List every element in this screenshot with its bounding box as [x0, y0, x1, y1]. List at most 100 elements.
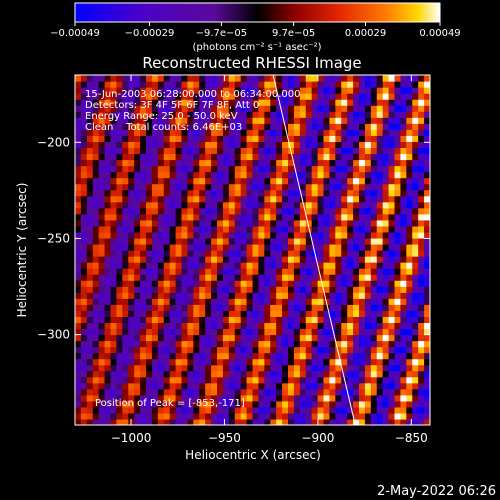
heatmap-cell — [406, 298, 413, 305]
heatmap-cell — [299, 370, 307, 378]
heatmap-cell — [305, 147, 313, 155]
heatmap-cell — [246, 376, 254, 384]
heatmap-cell — [288, 346, 295, 354]
heatmap-cell — [418, 201, 425, 209]
heatmap-cell — [163, 75, 171, 82]
heatmap-cell — [412, 219, 419, 227]
heatmap-cell — [181, 352, 189, 360]
heatmap-cell — [347, 219, 354, 227]
heatmap-cell — [341, 183, 348, 191]
heatmap-cell — [394, 225, 402, 233]
heatmap-cell — [181, 237, 189, 245]
heatmap-cell — [146, 147, 153, 155]
heatmap-cell — [75, 201, 82, 209]
heatmap-cell — [187, 340, 194, 348]
heatmap-cell — [299, 388, 307, 396]
heatmap-cell — [264, 81, 271, 88]
heatmap-cell — [222, 376, 230, 384]
heatmap-cell — [359, 117, 366, 124]
heatmap-cell — [187, 274, 194, 281]
heatmap-cell — [258, 370, 265, 378]
heatmap-cell — [406, 316, 413, 324]
heatmap-cell — [104, 340, 112, 348]
heatmap-cell — [288, 418, 295, 425]
heatmap-cell — [134, 129, 141, 136]
heatmap-cell — [388, 352, 396, 360]
heatmap-cell — [359, 237, 366, 245]
heatmap-cell — [222, 370, 230, 378]
heatmap-cell — [311, 195, 319, 203]
heatmap-cell — [122, 165, 129, 173]
heatmap-cell — [347, 147, 354, 155]
heatmap-cell — [234, 364, 242, 372]
heatmap-cell — [394, 81, 402, 88]
heatmap-cell — [376, 352, 384, 360]
heatmap-cell — [388, 213, 396, 221]
heatmap-cell — [299, 117, 307, 124]
heatmap-cell — [353, 394, 360, 402]
heatmap-cell — [335, 310, 342, 317]
heatmap-cell — [205, 322, 212, 330]
heatmap-cell — [110, 376, 118, 384]
heatmap-cell — [222, 286, 230, 293]
heatmap-cell — [151, 219, 159, 227]
heatmap-cell — [181, 99, 189, 106]
heatmap-cell — [353, 177, 360, 185]
heatmap-cell — [140, 153, 147, 161]
heatmap-cell — [388, 195, 396, 203]
heatmap-cell — [175, 268, 183, 275]
heatmap-cell — [305, 364, 313, 372]
heatmap-cell — [246, 382, 254, 390]
heatmap-cell — [282, 243, 289, 251]
heatmap-cell — [222, 165, 230, 173]
heatmap-cell — [305, 256, 313, 263]
heatmap-cell — [122, 141, 129, 149]
heatmap-cell — [169, 352, 177, 360]
heatmap-cell — [264, 99, 271, 106]
heatmap-cell — [347, 99, 354, 106]
heatmap-cell — [382, 364, 390, 372]
heatmap-cell — [98, 135, 106, 142]
heatmap-cell — [353, 105, 360, 112]
heatmap-cell — [258, 412, 265, 420]
heatmap-cell — [335, 418, 342, 425]
heatmap-cell — [424, 346, 430, 354]
heatmap-cell — [98, 81, 106, 88]
heatmap-cell — [293, 304, 301, 311]
heatmap-cell — [140, 147, 147, 155]
heatmap-cell — [341, 225, 348, 233]
heatmap-cell — [376, 111, 384, 118]
heatmap-cell — [311, 298, 319, 305]
heatmap-cell — [163, 111, 171, 118]
heatmap-cell — [282, 376, 289, 384]
heatmap-cell — [86, 370, 94, 378]
heatmap-cell — [370, 189, 378, 197]
heatmap-cell — [424, 316, 430, 324]
heatmap-cell — [151, 334, 159, 342]
heatmap-cell — [146, 316, 153, 324]
heatmap-cell — [270, 400, 277, 408]
heatmap-cell — [98, 376, 106, 384]
heatmap-cell — [370, 328, 378, 336]
heatmap-cell — [222, 117, 230, 124]
heatmap-cell — [276, 370, 283, 378]
heatmap-cell — [335, 334, 342, 342]
heatmap-cell — [288, 243, 295, 251]
heatmap-cell — [353, 376, 360, 384]
heatmap-cell — [252, 286, 260, 293]
heatmap-cell — [181, 201, 189, 209]
heatmap-cell — [163, 310, 171, 317]
heatmap-cell — [140, 93, 147, 100]
heatmap-cell — [163, 328, 171, 336]
heatmap-cell — [258, 183, 265, 191]
heatmap-cell — [293, 280, 301, 287]
heatmap-cell — [370, 129, 378, 136]
heatmap-cell — [92, 123, 100, 130]
heatmap-cell — [424, 231, 430, 239]
heatmap-cell — [211, 135, 218, 142]
heatmap-cell — [264, 310, 271, 317]
heatmap-cell — [240, 225, 248, 233]
heatmap-cell — [110, 87, 118, 94]
heatmap-cell — [80, 268, 88, 275]
heatmap-cell — [163, 268, 171, 275]
